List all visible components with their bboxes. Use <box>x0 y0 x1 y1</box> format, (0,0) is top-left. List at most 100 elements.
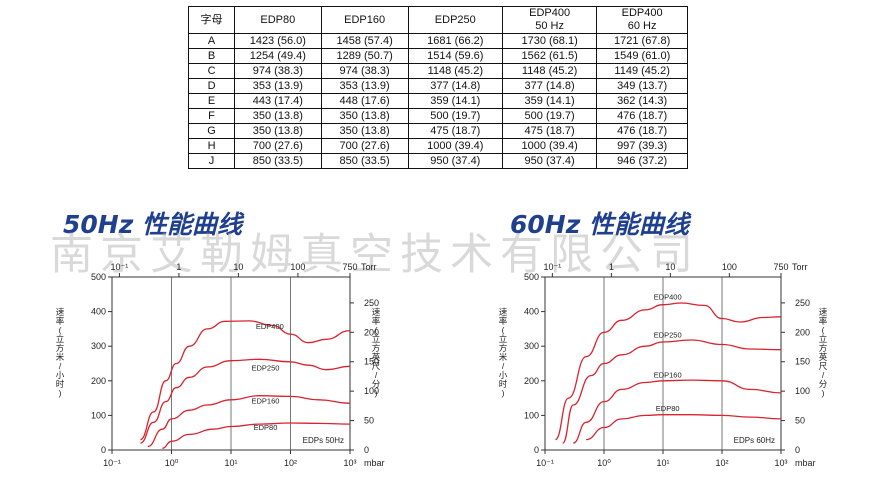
table-header-row: 字母 EDP80 EDP160 EDP250 EDP400 50 Hz EDP4… <box>187 6 688 34</box>
table-cell: 359 (14.1) <box>407 93 503 109</box>
table-cell: 850 (33.5) <box>320 153 409 169</box>
table-row-letter: F <box>187 108 236 124</box>
series-label: EDP160 <box>654 370 682 379</box>
table-header-cell: EDP160 <box>320 6 409 34</box>
table-cell: 1681 (66.2) <box>407 33 503 49</box>
y-tick-label-left: 100 <box>524 410 539 420</box>
table-cell: 1514 (59.6) <box>407 48 503 64</box>
y-axis-label-right: 速率(立方英尺/分) <box>819 307 828 398</box>
y-tick-label-right: 250 <box>364 298 379 308</box>
table-row: E 443 (17.4) 448 (17.6) 359 (14.1) 359 (14.1… <box>187 93 688 109</box>
y-tick-label-left: 100 <box>91 410 106 420</box>
table-cell: 1254 (49.4) <box>234 48 322 64</box>
table-row: H 700 (27.6) 700 (27.6) 1000 (39.4) 1000 (39… <box>187 138 688 154</box>
series-label: EDP80 <box>254 423 278 432</box>
table-header-cell: EDP400 50 Hz <box>501 6 598 34</box>
x-tick-label-bottom: 10⁰ <box>597 458 611 468</box>
table-cell: 448 (17.6) <box>320 93 409 109</box>
chart-title-60hz: 60Hz 性能曲线 <box>510 210 689 239</box>
table-cell: 443 (17.4) <box>234 93 322 109</box>
chart-60hz: 0 100 200 300 400 500 0 50 100 150 200 250 10⁻¹ 10⁰ 10… <box>499 262 828 468</box>
x-tick-label-bottom: 10⁻¹ <box>103 458 121 468</box>
x-unit-bottom: mbar <box>364 458 385 468</box>
table-row-letter: A <box>187 33 236 49</box>
x-tick-label-top: 750 <box>773 262 788 272</box>
y-tick-label-right: 100 <box>364 386 379 396</box>
table-cell: 350 (13.8) <box>320 108 409 124</box>
series-label: EDP400 <box>654 292 682 301</box>
table-row: D 353 (13.9) 353 (13.9) 377 (14.8) 377 (14.8… <box>187 78 688 94</box>
table-cell: 950 (37.4) <box>501 153 598 169</box>
table-row-letter: B <box>187 48 236 64</box>
x-tick-label-top: 10 <box>665 262 675 272</box>
x-tick-label-bottom: 10¹ <box>224 458 237 468</box>
y-tick-label-left: 300 <box>524 341 539 351</box>
table-cell: 1458 (57.4) <box>320 33 409 49</box>
y-tick-label-left: 300 <box>91 341 106 351</box>
y-tick-label-left: 0 <box>534 445 539 455</box>
series-line-edp160 <box>572 379 782 444</box>
table-cell: 997 (39.3) <box>596 138 688 154</box>
y-tick-label-right: 150 <box>364 357 379 367</box>
table-cell: 1149 (45.2) <box>596 63 688 79</box>
table-cell: 500 (19.7) <box>501 108 598 124</box>
table-cell: 1000 (39.4) <box>407 138 503 154</box>
series-line-edp160 <box>147 395 351 448</box>
chart-note: EDPs 50Hz <box>303 436 344 445</box>
y-axis-label-right: 速率(立方英尺/分) <box>372 307 381 398</box>
series-line-edp250 <box>140 358 351 444</box>
table-row: C 974 (38.3) 974 (38.3) 1148 (45.2) 1148 (45… <box>187 63 688 79</box>
table-cell: 350 (13.8) <box>234 108 322 124</box>
series-label: EDP250 <box>252 363 280 372</box>
table-cell: 377 (14.8) <box>501 78 598 94</box>
x-tick-label-bottom: 10⁻¹ <box>536 458 554 468</box>
y-tick-label-left: 200 <box>91 376 106 386</box>
table-cell: 476 (18.7) <box>596 123 688 139</box>
series-label: EDP250 <box>654 331 682 340</box>
table-header-cell: EDP80 <box>234 6 322 34</box>
table-cell: 700 (27.6) <box>234 138 322 154</box>
chart-note: EDPs 60Hz <box>734 436 775 445</box>
x-unit-bottom: mbar <box>795 458 816 468</box>
y-tick-label-right: 0 <box>364 445 369 455</box>
table-row: B 1254 (49.4) 1289 (50.7) 1514 (59.6) 1562 (… <box>187 48 688 64</box>
x-tick-label-bottom: 10³ <box>774 458 787 468</box>
table-cell: 950 (37.4) <box>407 153 503 169</box>
x-unit-top: Torr <box>361 262 377 272</box>
table-cell: 476 (18.7) <box>596 108 688 124</box>
series-line-edp80 <box>162 422 351 449</box>
series-line-edp80 <box>586 414 782 441</box>
y-axis-label-left: 速率(立方米/小时) <box>499 307 508 398</box>
y-tick-label-right: 50 <box>795 416 805 426</box>
series-label: EDP160 <box>252 396 280 405</box>
y-tick-label-left: 500 <box>91 272 106 282</box>
table-row: F 350 (13.8) 350 (13.8) 500 (19.7) 500 (19.7… <box>187 108 688 124</box>
table-header-cell: 字母 <box>187 6 236 34</box>
x-tick-label-top: 1 <box>176 262 181 272</box>
table-cell: 946 (37.2) <box>596 153 688 169</box>
table-header-cell: EDP400 60 Hz <box>596 6 688 34</box>
table-cell: 1721 (67.8) <box>596 33 688 49</box>
table-row: J 850 (33.5) 850 (33.5) 950 (37.4) 950 (37.4… <box>187 153 688 169</box>
x-tick-label-bottom: 10² <box>715 458 728 468</box>
table-row-letter: G <box>187 123 236 139</box>
table-row-letter: E <box>187 93 236 109</box>
x-tick-label-top: 100 <box>290 262 305 272</box>
series-label: EDP400 <box>256 322 284 331</box>
table-cell: 1549 (61.0) <box>596 48 688 64</box>
table-cell: 349 (13.7) <box>596 78 688 94</box>
table-header-cell: EDP250 <box>407 6 503 34</box>
x-tick-label-top: 10⁻¹ <box>111 262 129 272</box>
x-tick-label-top: 1 <box>609 262 614 272</box>
table-cell: 1289 (50.7) <box>320 48 409 64</box>
series-line-edp400 <box>140 320 351 441</box>
x-tick-label-bottom: 10³ <box>343 458 356 468</box>
watermark-text: 南京艾勒姆真空技术有限公司 <box>50 230 700 280</box>
table-cell: 475 (18.7) <box>407 123 503 139</box>
x-tick-label-bottom: 10¹ <box>656 458 669 468</box>
table-cell: 350 (13.8) <box>234 123 322 139</box>
table-cell: 359 (14.1) <box>501 93 598 109</box>
y-tick-label-right: 250 <box>795 298 810 308</box>
x-tick-label-top: 10 <box>233 262 243 272</box>
table-row: A 1423 (56.0) 1458 (57.4) 1681 (66.2) 1730 (… <box>187 33 688 49</box>
